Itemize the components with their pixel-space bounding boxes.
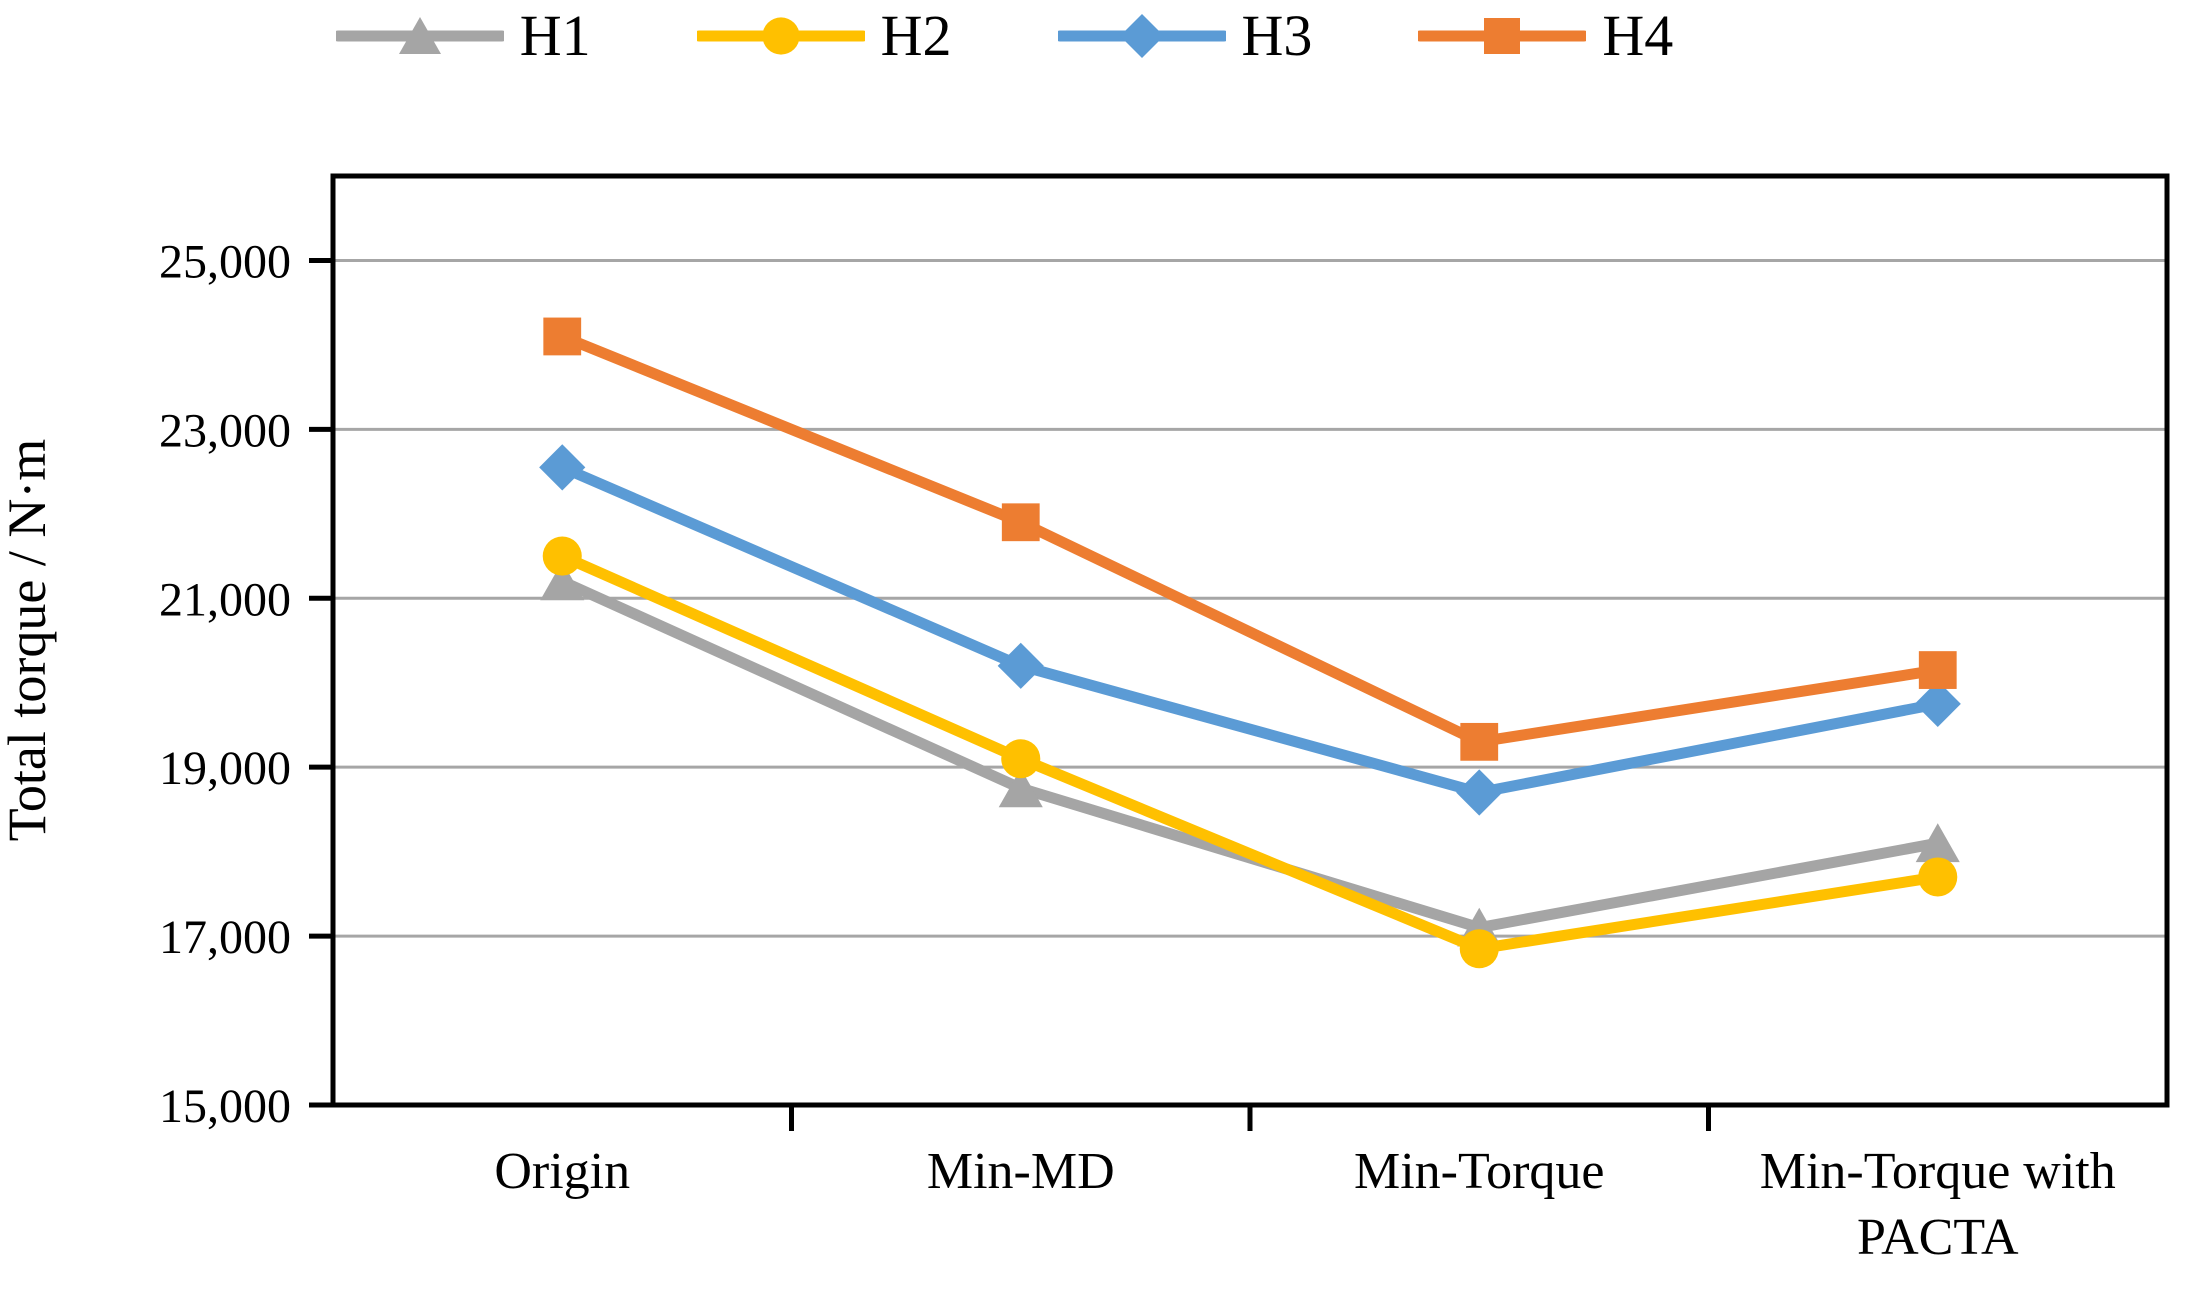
legend-marker-diamond-icon (1057, 14, 1226, 58)
series-marker-h4 (1460, 722, 1499, 761)
series-marker-h1 (540, 561, 585, 601)
legend-item-h2: H2 (696, 3, 952, 68)
series-marker-h2 (1459, 929, 1499, 969)
y-axis-title: Total torque / N·m (0, 439, 57, 842)
series-marker-h2 (1001, 739, 1041, 779)
series-marker-h4 (1918, 651, 1957, 689)
chart-legend: H1 H2 H3 H4 (0, 4, 2099, 68)
legend-label-h4: H4 (1602, 3, 1674, 68)
series-marker-h1 (998, 768, 1043, 808)
legend-label-h2: H2 (880, 3, 952, 68)
y-tick-label: 15,000 (159, 1080, 291, 1133)
y-tick-label: 19,000 (159, 742, 291, 795)
y-tick-label: 25,000 (159, 235, 291, 288)
series-marker-h3 (1456, 769, 1503, 816)
y-tick-label: 17,000 (159, 911, 291, 964)
x-category-label: Min-Torque with PACTA (1760, 1143, 2116, 1266)
legend-label-h1: H1 (519, 3, 591, 68)
legend-item-h1: H1 (335, 3, 591, 68)
series-marker-h4 (543, 317, 582, 356)
series-line-h2 (556, 550, 1944, 955)
legend-marker-shape (398, 17, 441, 54)
plot-layer: 15,000 17,000 19,000 21,000 23,000 25,000 Orig… (159, 173, 2170, 1266)
series-marker-h3 (1914, 680, 1961, 727)
legend-label-h3: H3 (1241, 3, 1313, 68)
legend-marker-circle-icon (696, 17, 865, 55)
y-tick-label: 21,000 (159, 573, 291, 626)
x-category-label: Origin (494, 1143, 630, 1200)
legend-marker-shape (1119, 14, 1164, 58)
series-marker-h3 (997, 642, 1044, 689)
series-line-h4 (556, 330, 1944, 748)
legend-marker-shape (762, 17, 800, 55)
plot-border (330, 173, 2170, 1108)
x-category-label: Min-Torque (1354, 1143, 1605, 1200)
legend-marker-square-icon (1418, 18, 1587, 54)
legend-marker-triangle-icon (335, 17, 504, 54)
legend-item-h3: H3 (1057, 3, 1313, 68)
series-marker-h2 (1918, 857, 1958, 897)
y-tick-label: 23,000 (159, 404, 291, 457)
series-marker-h2 (542, 536, 582, 576)
series-marker-h3 (539, 444, 586, 491)
series-marker-h4 (1001, 503, 1040, 542)
legend-marker-shape (1484, 18, 1521, 54)
legend-item-h4: H4 (1418, 4, 1673, 68)
series-line-h3 (556, 461, 1944, 799)
series-marker-h1 (1915, 823, 1960, 863)
x-category-label: Min-MD (927, 1143, 1115, 1200)
